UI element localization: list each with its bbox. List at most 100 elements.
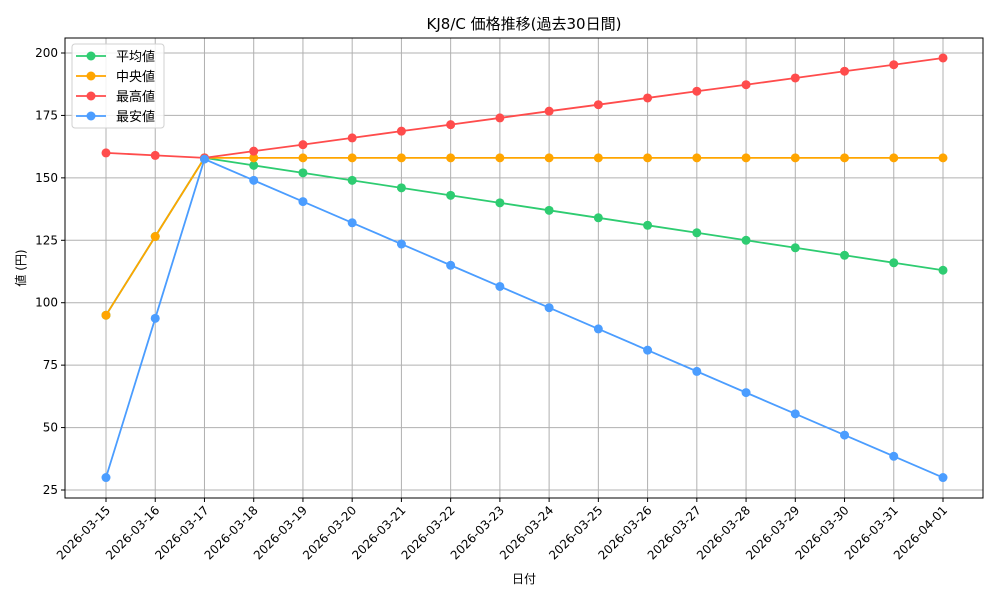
data-point [544,153,554,163]
y-tick-label: 125 [35,233,58,247]
series-line [105,57,944,159]
data-point [840,153,850,163]
y-tick-label: 175 [35,108,58,122]
y-axis-label: 値 (円) [13,249,28,286]
y-tick-label: 150 [35,171,58,185]
data-point [446,120,456,130]
data-point [347,175,357,185]
data-point [741,388,751,398]
data-point [643,345,653,355]
data-point [249,146,259,156]
data-point [347,218,357,228]
data-point [101,310,111,320]
data-point [741,80,751,90]
data-point [249,175,259,185]
data-point [741,153,751,163]
y-axis: 25 50 75 100 125 150 175 200 [35,46,65,497]
data-point [889,258,899,268]
data-point [692,228,702,238]
y-tick-label: 75 [43,358,58,372]
data-point [150,150,160,160]
data-point [347,153,357,163]
data-point [150,313,160,323]
data-point [101,148,111,158]
data-point [298,168,308,178]
data-point [446,260,456,270]
data-point [544,106,554,116]
y-tick-label: 25 [43,483,58,497]
y-tick-label: 100 [35,296,58,310]
data-point [790,409,800,419]
data-point [593,153,603,163]
data-point [396,183,406,193]
x-axis-label: 日付 [512,572,536,586]
data-point [298,153,308,163]
legend-label: 中央値 [116,69,155,85]
series-line [105,156,943,316]
data-point [446,190,456,200]
data-point [840,430,850,440]
series-line [105,157,944,479]
legend-marker [86,71,96,81]
data-point [643,93,653,103]
series-3 [101,154,948,483]
data-point [938,53,948,63]
data-point [593,100,603,110]
data-point [643,153,653,163]
data-point [298,197,308,207]
data-point [396,153,406,163]
data-point [347,133,357,143]
data-point [840,66,850,76]
data-point [692,366,702,376]
y-tick-label: 50 [43,421,58,435]
data-point [790,243,800,253]
series-line [105,156,944,316]
y-tick-label: 200 [35,46,58,60]
data-point [298,140,308,150]
data-point [741,235,751,245]
chart-title: KJ8/C 価格推移(過去30日間) [427,15,622,33]
plot-frame [64,37,984,499]
data-point [889,451,899,461]
data-point [692,86,702,96]
legend-label: 最高値 [116,89,155,105]
data-point [692,153,702,163]
data-point [593,213,603,223]
data-point [249,153,259,163]
series-0 [101,153,948,320]
data-point [544,205,554,215]
data-point [790,153,800,163]
legend-marker [86,51,96,61]
data-point [446,153,456,163]
data-point [396,126,406,136]
grid [65,38,983,498]
data-point [101,473,111,483]
data-point [544,303,554,313]
series-group [101,53,948,483]
data-point [889,153,899,163]
data-point [150,232,160,242]
data-point [495,153,505,163]
series-2 [101,53,948,163]
data-point [495,281,505,291]
legend-marker [86,111,96,121]
data-point [938,153,948,163]
data-point [840,250,850,260]
data-point [495,198,505,208]
data-point [249,160,259,170]
data-point [495,113,505,123]
x-axis: 2026-03-152026-03-162026-03-172026-03-18… [54,498,950,562]
legend-marker [86,91,96,101]
data-point [593,324,603,334]
data-point [199,154,209,164]
legend-label: 平均値 [116,49,155,65]
legend-box [71,43,165,129]
data-point [938,265,948,275]
legend-label: 最安値 [116,109,155,125]
data-point [396,239,406,249]
data-point [790,73,800,83]
data-point [889,60,899,70]
data-point [938,473,948,483]
